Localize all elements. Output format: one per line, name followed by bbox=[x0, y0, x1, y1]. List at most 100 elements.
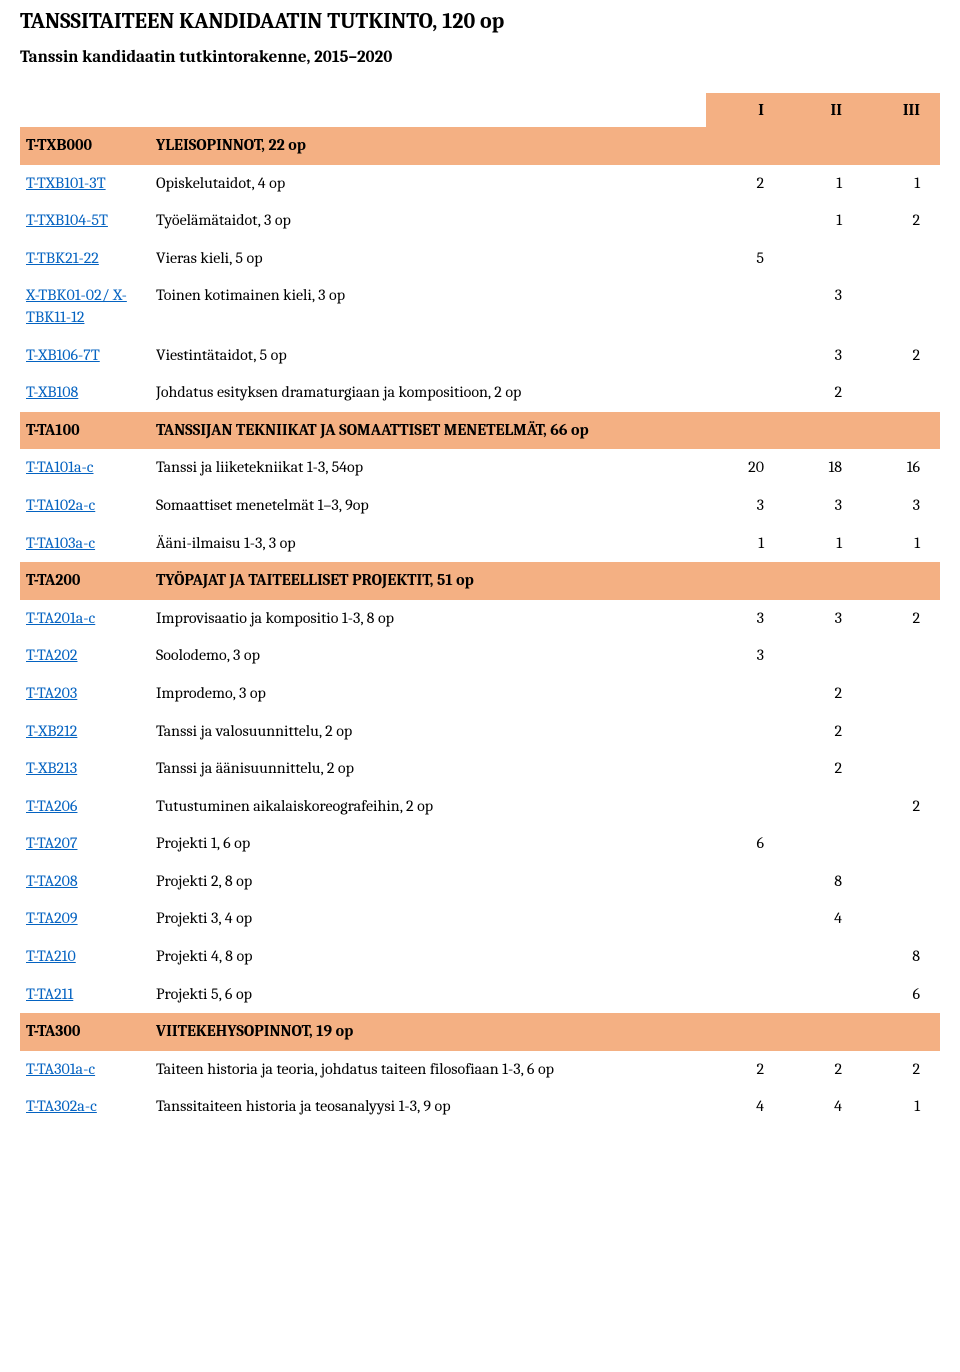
credit-cell bbox=[862, 750, 940, 788]
credit-cell: 3 bbox=[784, 487, 862, 525]
course-desc-cell: Tanssi ja äänisuunnittelu, 2 op bbox=[150, 750, 706, 788]
credit-cell bbox=[862, 675, 940, 713]
course-code-link[interactable]: T-XB212 bbox=[26, 722, 77, 740]
credit-cell bbox=[706, 713, 784, 751]
credit-cell: 2 bbox=[706, 165, 784, 203]
credit-cell bbox=[862, 1013, 940, 1051]
course-code-cell: X-TBK01-02/ X-TBK11-12 bbox=[20, 277, 150, 336]
credit-cell bbox=[706, 202, 784, 240]
course-code-link[interactable]: T-XB106-7T bbox=[26, 346, 100, 364]
course-desc-cell: YLEISOPINNOT, 22 op bbox=[150, 127, 706, 165]
credit-cell: 1 bbox=[784, 525, 862, 563]
credit-cell: 2 bbox=[862, 788, 940, 826]
header-blank bbox=[20, 93, 150, 127]
credit-cell: 6 bbox=[706, 825, 784, 863]
credit-cell: 1 bbox=[862, 165, 940, 203]
section-code: T-TA300 bbox=[26, 1022, 80, 1040]
page-title: TANSSITAITEEN KANDIDAATIN TUTKINTO, 120 … bbox=[20, 8, 940, 34]
course-code-link[interactable]: T-TA102a-c bbox=[26, 496, 95, 514]
credit-cell: 2 bbox=[784, 750, 862, 788]
credit-cell bbox=[706, 938, 784, 976]
header-blank bbox=[150, 93, 706, 127]
credit-cell: 3 bbox=[784, 337, 862, 375]
course-desc-cell: Viestintätaidot, 5 op bbox=[150, 337, 706, 375]
credit-cell bbox=[784, 637, 862, 675]
course-code-link[interactable]: T-TA103a-c bbox=[26, 534, 95, 552]
course-code-link[interactable]: T-XB213 bbox=[26, 759, 77, 777]
table-row: T-TA100TANSSIJAN TEKNIIKAT JA SOMAATTISE… bbox=[20, 412, 940, 450]
credit-cell bbox=[862, 127, 940, 165]
credit-cell: 2 bbox=[862, 337, 940, 375]
section-code: T-TXB000 bbox=[26, 136, 92, 154]
credit-cell bbox=[784, 1013, 862, 1051]
credit-cell bbox=[706, 562, 784, 600]
course-code-link[interactable]: T-TA211 bbox=[26, 985, 73, 1003]
course-code-link[interactable]: T-TXB104-5T bbox=[26, 211, 108, 229]
table-header-row: I II III bbox=[20, 93, 940, 127]
table-row: T-TBK21-22Vieras kieli, 5 op5 bbox=[20, 240, 940, 278]
credit-cell: 4 bbox=[706, 1088, 784, 1126]
table-row: T-TA200TYÖPAJAT JA TAITEELLISET PROJEKTI… bbox=[20, 562, 940, 600]
course-code-link[interactable]: T-XB108 bbox=[26, 383, 78, 401]
credit-cell: 2 bbox=[862, 202, 940, 240]
course-code-cell: T-TXB000 bbox=[20, 127, 150, 165]
credit-cell: 1 bbox=[862, 525, 940, 563]
table-row: T-TXB101-3TOpiskelutaidot, 4 op211 bbox=[20, 165, 940, 203]
credit-cell bbox=[784, 976, 862, 1014]
credit-cell bbox=[784, 825, 862, 863]
credit-cell bbox=[706, 976, 784, 1014]
course-code-cell: T-TA300 bbox=[20, 1013, 150, 1051]
course-code-cell: T-TA200 bbox=[20, 562, 150, 600]
course-code-link[interactable]: T-TA301a-c bbox=[26, 1060, 95, 1078]
course-code-link[interactable]: T-TA302a-c bbox=[26, 1097, 97, 1115]
table-row: T-TA211Projekti 5, 6 op6 bbox=[20, 976, 940, 1014]
course-code-link[interactable]: T-TA207 bbox=[26, 834, 77, 852]
course-code-cell: T-XB106-7T bbox=[20, 337, 150, 375]
table-row: T-TA300 VIITEKEHYSOPINNOT, 19 op bbox=[20, 1013, 940, 1051]
course-desc-cell: Johdatus esityksen dramaturgiaan ja komp… bbox=[150, 374, 706, 412]
course-code-link[interactable]: T-TA209 bbox=[26, 909, 78, 927]
header-col-1: I bbox=[706, 93, 784, 127]
course-code-link[interactable]: T-TA206 bbox=[26, 797, 77, 815]
table-row: T-XB212Tanssi ja valosuunnittelu, 2 op2 bbox=[20, 713, 940, 751]
credit-cell: 3 bbox=[784, 600, 862, 638]
course-code-cell: T-XB212 bbox=[20, 713, 150, 751]
credit-cell: 1 bbox=[706, 525, 784, 563]
course-code-cell: T-TA208 bbox=[20, 863, 150, 901]
course-code-link[interactable]: X-TBK01-02/ X-TBK11-12 bbox=[26, 286, 127, 326]
course-code-link[interactable]: T-TA101a-c bbox=[26, 458, 94, 476]
credit-cell bbox=[784, 562, 862, 600]
course-code-cell: T-XB108 bbox=[20, 374, 150, 412]
course-code-cell: T-TBK21-22 bbox=[20, 240, 150, 278]
credit-cell bbox=[862, 562, 940, 600]
course-desc-cell: VIITEKEHYSOPINNOT, 19 op bbox=[150, 1013, 706, 1051]
credit-cell: 2 bbox=[784, 374, 862, 412]
credit-cell bbox=[862, 713, 940, 751]
credit-cell bbox=[784, 127, 862, 165]
table-row: T-TA206Tutustuminen aikalaiskoreografeih… bbox=[20, 788, 940, 826]
table-row: T-TXB104-5TTyöelämätaidot, 3 op12 bbox=[20, 202, 940, 240]
course-code-link[interactable]: T-TA203 bbox=[26, 684, 77, 702]
course-code-link[interactable]: T-TA201a-c bbox=[26, 609, 95, 627]
course-code-link[interactable]: T-TA202 bbox=[26, 646, 78, 664]
credit-cell: 2 bbox=[784, 713, 862, 751]
credit-cell: 2 bbox=[784, 1051, 862, 1089]
course-code-cell: T-XB213 bbox=[20, 750, 150, 788]
course-code-link[interactable]: T-TA208 bbox=[26, 872, 78, 890]
course-code-link[interactable]: T-TXB101-3T bbox=[26, 174, 106, 192]
credit-cell bbox=[862, 825, 940, 863]
course-desc-cell: Taiteen historia ja teoria, johdatus tai… bbox=[150, 1051, 706, 1089]
course-code-link[interactable]: T-TA210 bbox=[26, 947, 76, 965]
table-row: T-TA102a-cSomaattiset menetelmät 1–3, 9o… bbox=[20, 487, 940, 525]
credit-cell bbox=[784, 412, 862, 450]
course-code-link[interactable]: T-TBK21-22 bbox=[26, 249, 99, 267]
course-desc-cell: Projekti 4, 8 op bbox=[150, 938, 706, 976]
section-code: T-TA200 bbox=[26, 571, 80, 589]
header-col-2: II bbox=[784, 93, 862, 127]
table-row: X-TBK01-02/ X-TBK11-12Toinen kotimainen … bbox=[20, 277, 940, 336]
table-row: T-TA207Projekti 1, 6 op6 bbox=[20, 825, 940, 863]
course-code-cell: T-TA301a-c bbox=[20, 1051, 150, 1089]
table-row: T-TA101a-cTanssi ja liiketekniikat 1-3, … bbox=[20, 449, 940, 487]
credit-cell bbox=[784, 788, 862, 826]
credit-cell: 3 bbox=[706, 487, 784, 525]
